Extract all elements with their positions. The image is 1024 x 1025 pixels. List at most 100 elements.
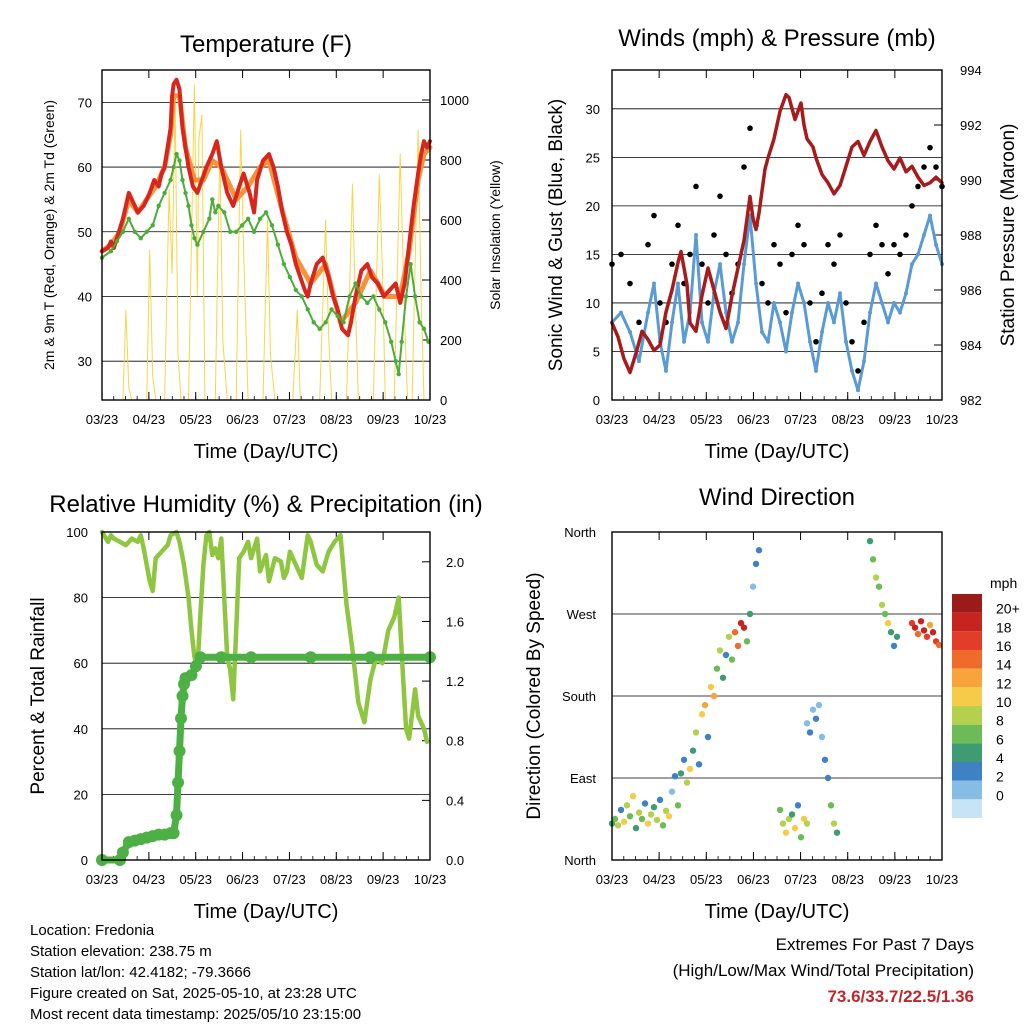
precip-point <box>175 712 188 725</box>
wind-direction-point <box>659 822 667 829</box>
wind-direction-point <box>686 765 694 773</box>
x-axis-label: Time (Day/UTC) <box>705 901 850 923</box>
y-tick-label: 20 <box>74 787 88 802</box>
station-info: Location: Fredonia Station elevation: 23… <box>30 920 361 1025</box>
wind-direction-point <box>692 729 700 736</box>
legend-swatch <box>952 650 982 669</box>
wind-direction-point <box>644 820 652 827</box>
wind-direction-point <box>623 802 631 809</box>
sonic-wind-point <box>892 300 896 305</box>
sonic-wind-point <box>802 300 806 305</box>
sonic-wind-point <box>772 300 776 305</box>
wind-direction-point <box>752 560 760 568</box>
sonic-wind-point <box>619 310 623 315</box>
x-tick-label: 03/23 <box>86 412 119 427</box>
sonic-wind-point <box>754 281 758 286</box>
x-tick-label: 10/23 <box>926 872 959 887</box>
elevation-text: Station elevation: 238.75 m <box>30 943 212 960</box>
y-tick-label: 50 <box>78 225 92 240</box>
wind-direction-point <box>818 733 826 741</box>
wind-direction-point <box>689 747 697 754</box>
wind-direction-point <box>746 610 754 618</box>
sonic-wind-point <box>700 320 704 325</box>
sonic-wind-point <box>814 368 818 373</box>
gust-point <box>747 125 753 132</box>
x-tick-label: 03/23 <box>596 412 629 427</box>
wind-direction-point <box>716 647 724 654</box>
extremes-title: Extremes For Past 7 Days <box>775 935 974 954</box>
precip-point <box>189 660 202 673</box>
gust-point <box>909 203 915 209</box>
sonic-wind-point <box>670 320 674 325</box>
wind-direction-point <box>731 629 739 636</box>
x-tick-label: 10/23 <box>414 412 447 427</box>
sonic-wind-point <box>934 242 938 247</box>
gust-point <box>687 251 693 258</box>
gust-point <box>873 222 879 229</box>
y-tick-label: 5 <box>593 344 600 359</box>
y-tick-label: South <box>562 689 596 704</box>
wind-direction-point <box>668 788 676 795</box>
precip-point <box>245 651 258 664</box>
x-tick-label: 04/23 <box>643 872 676 887</box>
gust-point <box>675 222 681 229</box>
y2-tick-label: 2.0 <box>446 555 464 570</box>
sonic-wind-point <box>760 330 764 335</box>
sonic-wind-line <box>610 214 944 392</box>
wind-direction-point <box>875 583 883 590</box>
gust-point <box>855 368 861 374</box>
wind-direction-point <box>629 793 637 800</box>
sonic-wind-point <box>664 368 668 373</box>
precip-point <box>185 669 198 682</box>
y-tick-label: 40 <box>74 722 88 737</box>
gust-point <box>843 300 849 306</box>
wind-direction-point <box>740 624 748 631</box>
x-tick-label: 04/23 <box>133 412 166 427</box>
x-tick-label: 09/23 <box>367 872 400 887</box>
wind-direction-point <box>617 806 625 814</box>
y-tick-label: 40 <box>78 289 92 304</box>
y2-tick-label: 200 <box>440 333 462 348</box>
gust-point <box>915 183 921 190</box>
gust-point <box>813 338 819 345</box>
sonic-wind-point <box>910 262 914 267</box>
wind-direction-point <box>722 651 730 659</box>
wind-direction-point <box>782 829 790 836</box>
wind-direction-point <box>785 815 793 823</box>
legend-label: 16 <box>996 638 1012 654</box>
legend-label: 12 <box>996 675 1012 691</box>
precip-point <box>304 651 317 664</box>
latlon-text: Station lat/lon: 42.4182; -79.3666 <box>30 964 252 981</box>
sonic-wind-point <box>850 368 854 373</box>
x-axis-label: Time (Day/UTC) <box>705 441 850 463</box>
x-tick-label: 07/23 <box>273 412 306 427</box>
sonic-wind-point <box>886 320 890 325</box>
extremes-subtitle: (High/Low/Max Wind/Total Precipitation) <box>672 961 974 980</box>
sonic-wind-point <box>856 388 860 393</box>
wind-direction-point <box>647 811 655 818</box>
x-tick-label: 10/23 <box>926 412 959 427</box>
y2-tick-label: 992 <box>960 118 982 133</box>
winds-pressure-panel: Winds (mph) & Pressure (mb) Time (Day/UTC… <box>546 25 1019 463</box>
y-tick-label: 10 <box>586 296 600 311</box>
gust-point <box>891 241 897 248</box>
x-tick-label: 07/23 <box>784 412 817 427</box>
y2-tick-label: 1000 <box>440 93 469 108</box>
sonic-wind-point <box>922 233 926 237</box>
y2-tick-label: 0.0 <box>446 853 464 868</box>
wind-direction-point <box>755 547 763 554</box>
precip-point <box>173 745 186 758</box>
sonic-wind-point <box>826 300 830 305</box>
extremes-box: Extremes For Past 7 Days (High/Low/Max W… <box>673 932 974 1010</box>
sonic-wind-point <box>742 262 746 267</box>
wind-direction-point <box>701 701 709 709</box>
sonic-wind-point <box>808 339 812 344</box>
wind-direction-point <box>911 624 919 631</box>
gust-point <box>807 300 813 306</box>
wind-direction-point <box>614 822 622 829</box>
legend-swatch <box>952 687 982 706</box>
wind-direction-point <box>713 665 721 672</box>
wind-direction-point <box>626 813 634 820</box>
wind-direction-point <box>803 820 811 827</box>
wind-direction-point <box>725 633 733 640</box>
